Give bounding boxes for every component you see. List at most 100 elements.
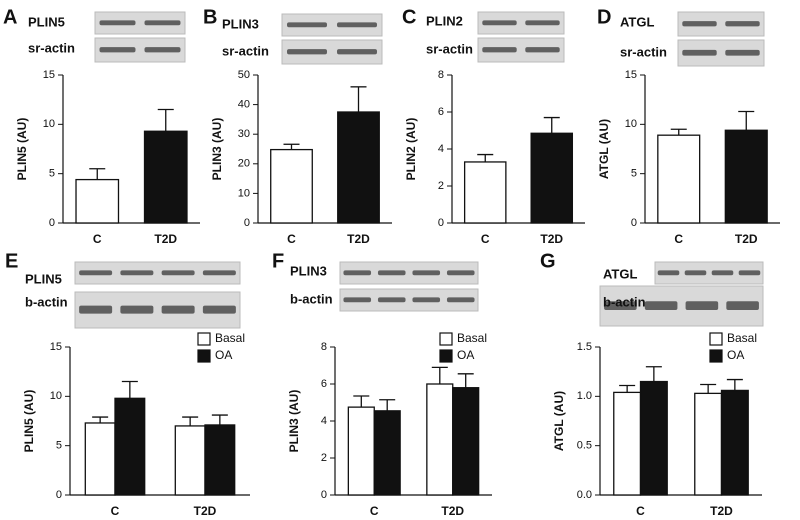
blot-label: PLIN3 <box>222 16 259 31</box>
x-tick-label: C <box>674 232 683 246</box>
bar <box>426 383 454 496</box>
error-bar <box>700 383 717 394</box>
blot-band <box>604 301 637 310</box>
x-tick-label: C <box>111 504 120 518</box>
error-bar <box>431 366 448 384</box>
y-tick-label: 8 <box>438 69 444 81</box>
panel: G ATGL b-actin 0.0 0.5 1.0 1.5 ATGL (AU) C T2D Bas… <box>540 250 764 518</box>
blot-label: ATGL <box>620 14 654 29</box>
bar <box>347 406 375 496</box>
error-bar <box>619 384 636 393</box>
y-axis-label: PLIN5 (AU) <box>15 118 29 181</box>
y-axis-label: PLIN2 (AU) <box>404 118 418 181</box>
error-bar <box>670 128 687 136</box>
error-bar <box>543 116 560 134</box>
blot-band <box>337 49 377 55</box>
bar <box>114 397 146 496</box>
panel: C PLIN2 sr-actin 0 2 4 6 8 PLIN2 (AU) C T2D <box>402 6 585 246</box>
y-tick-label: 5 <box>631 168 637 180</box>
error-bar <box>477 153 494 162</box>
bar <box>720 389 749 496</box>
error-bar <box>379 399 396 411</box>
bar <box>143 130 188 224</box>
blot-band <box>161 270 195 276</box>
blot-background <box>477 11 565 35</box>
y-tick-label: 10 <box>625 118 637 130</box>
blot-label: sr-actin <box>28 40 75 55</box>
blot-band <box>99 20 136 26</box>
blot-band <box>202 270 236 276</box>
error-bar <box>92 416 109 423</box>
bar <box>204 424 236 496</box>
x-tick-label: T2D <box>735 232 758 246</box>
x-tick-label: T2D <box>441 504 464 518</box>
blot-band <box>99 47 136 53</box>
blot-label: PLIN3 <box>290 263 327 278</box>
error-bar <box>157 108 174 132</box>
legend-swatch <box>197 349 211 363</box>
blot-band <box>684 270 707 276</box>
y-tick-label: 4 <box>321 415 327 427</box>
y-axis-label: PLIN3 (AU) <box>210 118 224 181</box>
blot-band <box>202 305 236 314</box>
blot-band <box>711 270 734 276</box>
panel-letter: F <box>272 250 284 272</box>
y-axis-label: ATGL (AU) <box>552 391 566 451</box>
legend-swatch <box>439 349 453 363</box>
panel: B PLIN3 sr-actin 0 10 20 30 40 50 PLIN3 (AU) C T2D <box>203 6 392 246</box>
y-tick-label: 20 <box>238 158 250 170</box>
y-tick-label: 1.5 <box>577 341 592 353</box>
y-tick-label: 4 <box>438 143 444 155</box>
y-tick-label: 6 <box>321 378 327 390</box>
bar <box>657 134 701 224</box>
y-tick-label: 0 <box>438 217 444 229</box>
legend-label: OA <box>457 348 474 362</box>
y-tick-label: 10 <box>238 187 250 199</box>
error-bar <box>726 378 743 391</box>
blot-band <box>657 270 680 276</box>
blot-band <box>482 20 517 26</box>
x-tick-label: T2D <box>194 504 217 518</box>
bar <box>337 111 380 224</box>
y-axis-label: ATGL (AU) <box>597 119 611 179</box>
blot-band <box>525 47 560 53</box>
panel: D ATGL sr-actin 0 5 10 15 ATGL (AU) C T2D <box>597 6 780 246</box>
legend-label: OA <box>727 348 744 362</box>
y-tick-label: 50 <box>238 69 250 81</box>
blot-label: b-actin <box>603 294 646 309</box>
panel: E PLIN5 b-actin 0 5 10 15 PLIN5 (AU) C T2D Basal OA <box>5 250 250 518</box>
x-tick-label: T2D <box>710 504 733 518</box>
x-tick-label: T2D <box>540 232 563 246</box>
blot-band <box>120 270 154 276</box>
blot-band <box>738 270 761 276</box>
y-tick-label: 30 <box>238 128 250 140</box>
legend-swatch <box>709 349 723 363</box>
panel-letter: A <box>3 6 17 28</box>
x-tick-label: T2D <box>154 232 177 246</box>
error-bar <box>283 143 300 150</box>
panel-letter: B <box>203 6 217 28</box>
blot-band <box>79 305 113 314</box>
y-tick-label: 0 <box>321 489 327 501</box>
blot-band <box>144 47 181 53</box>
error-bar <box>211 414 228 425</box>
blot-band <box>446 270 475 276</box>
blot-label: ATGL <box>603 266 637 281</box>
y-tick-label: 0 <box>56 489 62 501</box>
y-tick-label: 1.0 <box>577 390 592 402</box>
panel: A PLIN5 sr-actin 0 5 10 15 PLIN5 (AU) C T2D <box>3 6 200 246</box>
blot-background <box>94 11 186 35</box>
bar <box>613 391 642 496</box>
blot-band <box>726 301 759 310</box>
bar <box>463 161 507 224</box>
bar <box>694 392 723 496</box>
blot-band <box>482 47 517 53</box>
bar <box>724 129 768 224</box>
y-tick-label: 10 <box>43 118 55 130</box>
y-tick-label: 0 <box>244 217 250 229</box>
bar <box>75 178 120 224</box>
blot-label: PLIN2 <box>426 13 463 28</box>
blot-band <box>144 20 181 26</box>
blot-background <box>74 261 241 285</box>
y-tick-label: 15 <box>625 69 637 81</box>
